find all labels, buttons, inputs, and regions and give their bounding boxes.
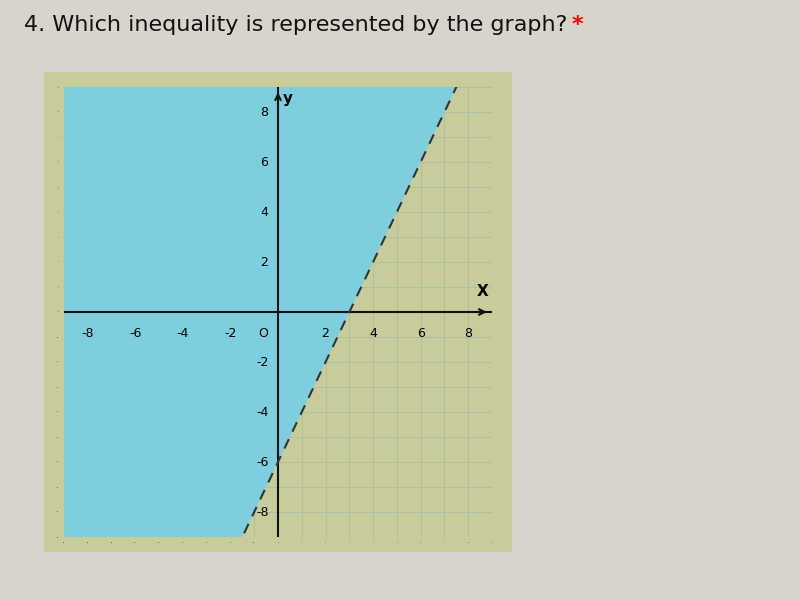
Text: 6: 6 <box>261 155 269 169</box>
Text: 4: 4 <box>369 327 377 340</box>
Text: -8: -8 <box>82 327 94 340</box>
Text: -2: -2 <box>224 327 237 340</box>
Text: -4: -4 <box>177 327 189 340</box>
Text: O: O <box>258 327 269 340</box>
Text: 6: 6 <box>417 327 425 340</box>
Text: 2: 2 <box>261 256 269 269</box>
Text: -6: -6 <box>256 455 269 469</box>
Text: -6: -6 <box>129 327 142 340</box>
Text: -2: -2 <box>256 355 269 368</box>
Text: 8: 8 <box>261 106 269 118</box>
Text: X: X <box>477 284 489 299</box>
Text: *: * <box>572 15 584 35</box>
Text: 4. Which inequality is represented by the graph?: 4. Which inequality is represented by th… <box>24 15 567 35</box>
Text: 8: 8 <box>464 327 472 340</box>
Text: -8: -8 <box>256 505 269 518</box>
Text: y: y <box>282 91 293 106</box>
Text: 4: 4 <box>261 205 269 218</box>
Text: 2: 2 <box>322 327 330 340</box>
Text: -4: -4 <box>256 406 269 419</box>
Polygon shape <box>64 87 456 537</box>
